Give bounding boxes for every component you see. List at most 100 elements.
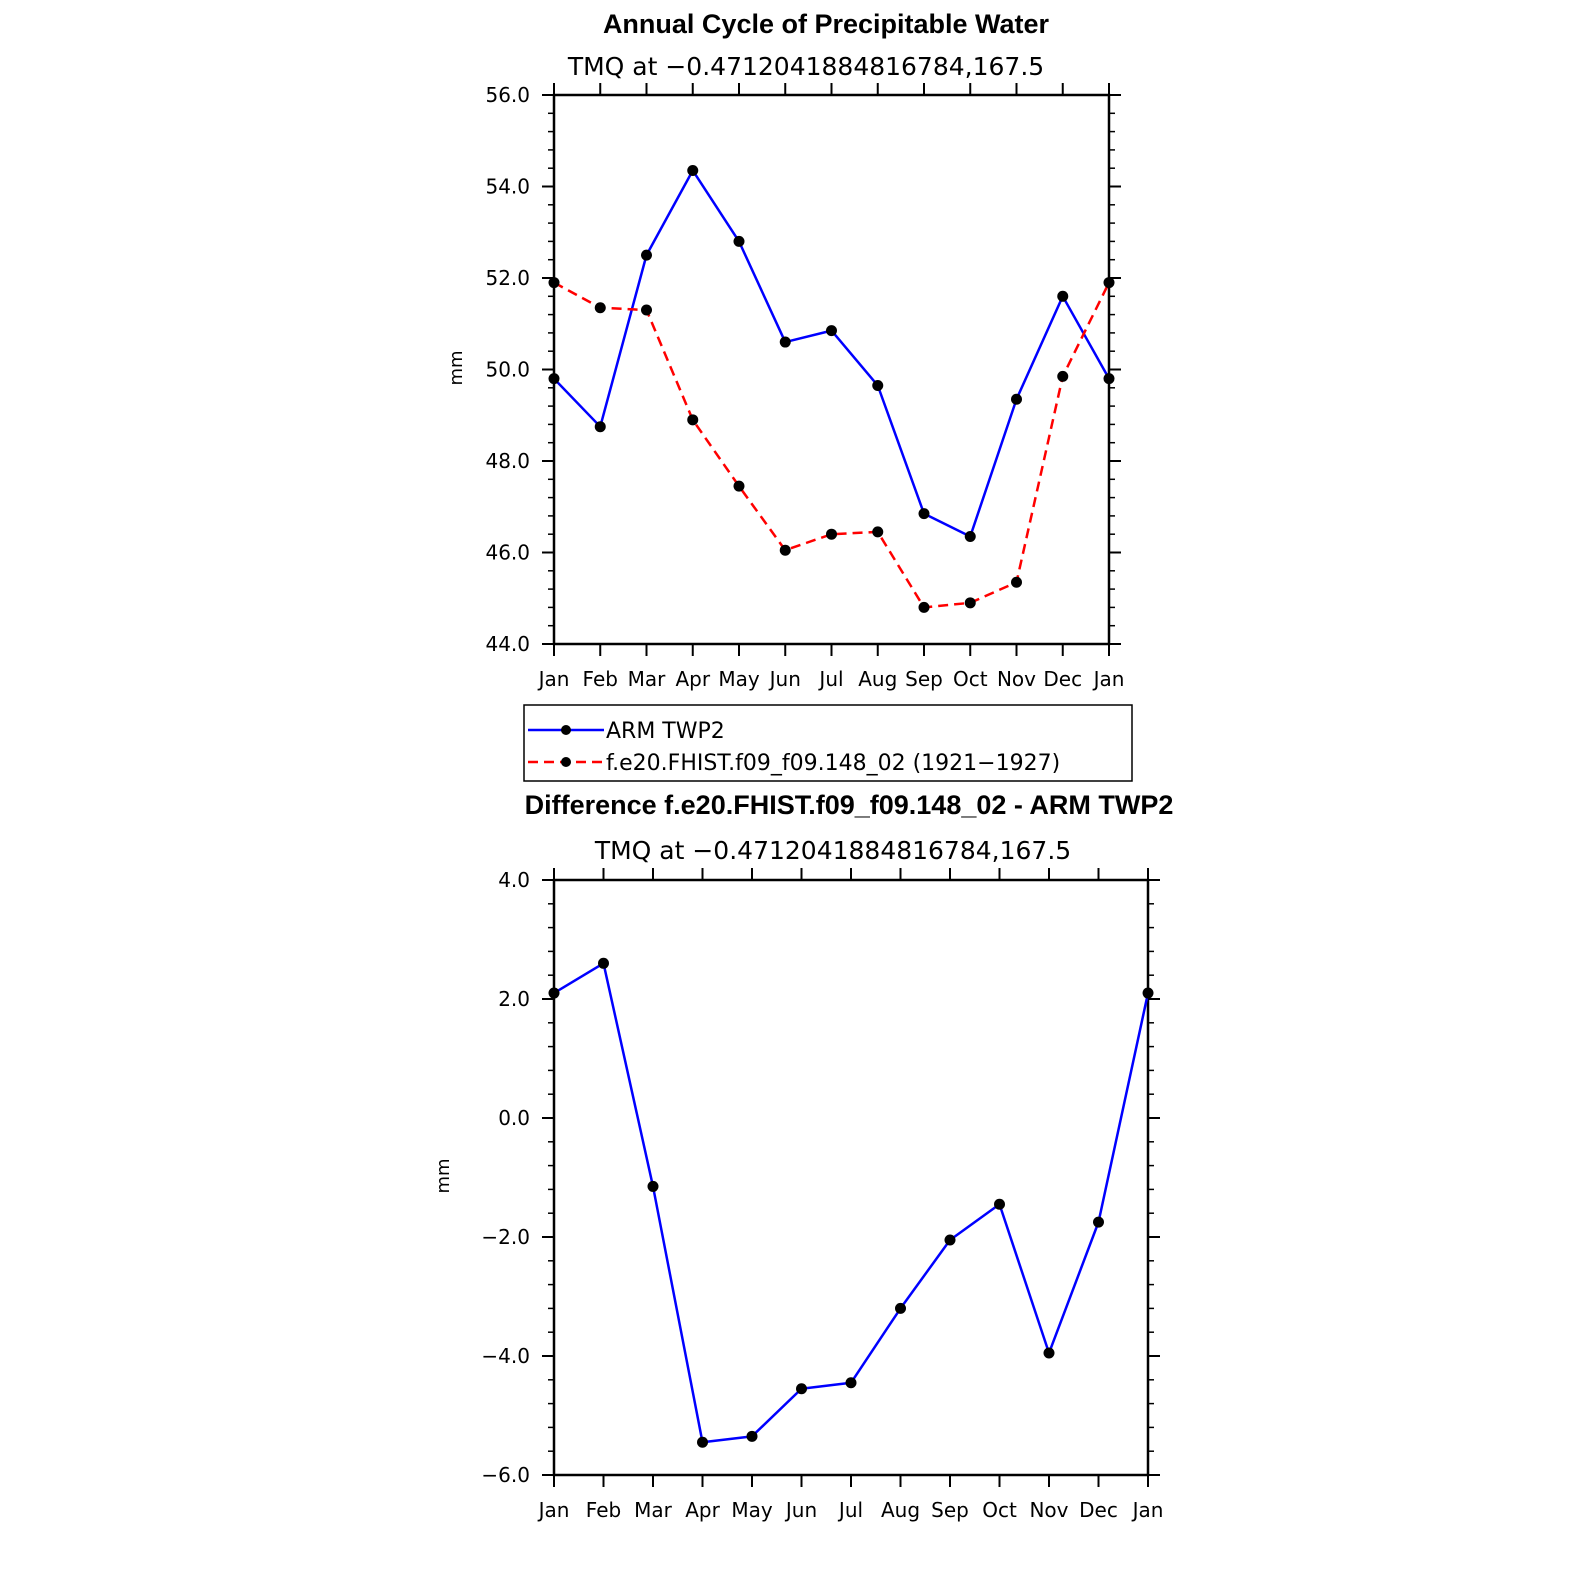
data-point: [733, 480, 745, 492]
y-tick-label: −2.0: [481, 1225, 530, 1249]
data-point: [697, 1436, 708, 1448]
data-point: [687, 164, 699, 176]
legend-item-arm: ARM TWP2: [528, 719, 725, 744]
legend-label-model: f.e20.FHIST.f09_f09.148_02 (1921−1927): [606, 751, 1060, 776]
data-point: [872, 526, 884, 538]
x-tick-label: Dec: [1043, 667, 1082, 691]
data-point: [1043, 1347, 1055, 1359]
y-tick-label: 52.0: [485, 266, 530, 290]
y-tick-label: −6.0: [481, 1463, 530, 1487]
data-point: [779, 336, 791, 348]
data-point: [647, 1180, 659, 1192]
x-tick-label: Jun: [784, 1498, 817, 1522]
chart-title: Difference f.e20.FHIST.f09_f09.148_02 - …: [525, 790, 1174, 820]
data-point: [845, 1377, 857, 1389]
x-tick-label: Oct: [953, 667, 988, 691]
plot-area: −6.0 −4.0 −2.0 0.0 2.0 4.0 Jan Feb Mar Apr May Jun J…: [481, 868, 1163, 1522]
y-tick-label: 44.0: [485, 632, 530, 656]
data-point: [1057, 290, 1069, 302]
x-tick-label: May: [718, 667, 760, 691]
x-tick-label: Mar: [628, 667, 667, 691]
data-point: [1011, 393, 1022, 405]
data-point: [733, 235, 745, 247]
data-point: [1011, 576, 1022, 588]
x-tick-label: Jan: [537, 667, 570, 691]
x-tick-label: Sep: [931, 1498, 969, 1522]
x-tick-label: Apr: [675, 667, 710, 691]
plot-area: 44.0 46.0 48.0 50.0 52.0 54.0 56.0 Jan Feb Mar Apr…: [485, 83, 1124, 691]
x-tick-label: Jul: [817, 667, 843, 691]
data-point: [994, 1198, 1005, 1210]
legend-marker-model: [561, 757, 571, 767]
y-tick-label: 4.0: [498, 868, 530, 892]
chart-subtitle: TMQ at −0.4712041884816784,167.5: [594, 836, 1071, 865]
series-line-0: [553, 962, 1150, 1444]
y-tick-label: 56.0: [485, 83, 530, 107]
data-point: [918, 601, 930, 613]
legend: ARM TWP2 f.e20.FHIST.f09_f09.148_02 (192…: [523, 704, 1133, 782]
data-point: [826, 325, 837, 337]
legend-item-model: f.e20.FHIST.f09_f09.148_02 (1921−1927): [528, 751, 1060, 776]
x-tick-label: May: [731, 1498, 773, 1522]
x-tick-label: Jan: [1131, 1498, 1164, 1522]
data-point: [548, 277, 560, 289]
data-point: [872, 380, 884, 392]
chart-title: Annual Cycle of Precipitable Water: [603, 9, 1050, 39]
data-point: [746, 1430, 758, 1442]
x-tick-label: Feb: [583, 667, 618, 691]
data-point: [918, 508, 930, 520]
data-point: [641, 304, 652, 316]
legend-marker-arm: [561, 725, 571, 735]
x-tick-label: Nov: [997, 667, 1036, 691]
data-point: [598, 957, 609, 969]
data-point: [548, 987, 560, 999]
data-point: [796, 1383, 807, 1395]
data-point: [687, 414, 699, 426]
x-tick-label: Jun: [768, 667, 801, 691]
chart-subtitle: TMQ at −0.4712041884816784,167.5: [567, 52, 1044, 81]
legend-label-arm: ARM TWP2: [606, 719, 725, 744]
x-tick-label: Nov: [1029, 1498, 1068, 1522]
series-line-0: [553, 169, 1111, 538]
difference-chart: Difference f.e20.FHIST.f09_f09.148_02 - …: [433, 790, 1173, 1522]
y-axis-label: mm: [446, 350, 467, 385]
x-tick-label: Apr: [685, 1498, 720, 1522]
data-point: [826, 528, 837, 540]
data-point: [1142, 987, 1154, 999]
data-point: [1057, 370, 1069, 382]
data-point: [1103, 373, 1115, 385]
x-tick-label: Mar: [634, 1498, 673, 1522]
x-tick-label: Jul: [837, 1498, 863, 1522]
legend-box: [523, 704, 1133, 782]
plot-frame: [552, 93, 1111, 646]
x-tick-label: Jan: [1092, 667, 1125, 691]
y-tick-label: 0.0: [498, 1106, 530, 1130]
y-tick-label: 2.0: [498, 987, 530, 1011]
data-point: [964, 597, 976, 609]
data-point: [779, 544, 791, 556]
data-point: [1093, 1216, 1104, 1228]
y-axis-label: mm: [433, 1158, 454, 1193]
x-tick-label: Jan: [537, 1498, 570, 1522]
x-tick-label: Sep: [905, 667, 943, 691]
data-point: [594, 302, 606, 314]
data-point: [1103, 277, 1115, 289]
data-point: [548, 373, 560, 385]
annual-cycle-chart: Annual Cycle of Precipitable Water TMQ a…: [446, 9, 1124, 691]
x-tick-label: Dec: [1079, 1498, 1118, 1522]
y-tick-label: 54.0: [485, 175, 530, 199]
data-point: [964, 530, 976, 542]
y-tick-label: −4.0: [481, 1344, 530, 1368]
y-tick-label: 46.0: [485, 541, 530, 565]
y-tick-label: 48.0: [485, 449, 530, 473]
data-point: [641, 249, 652, 261]
x-tick-label: Oct: [982, 1498, 1017, 1522]
data-point: [944, 1234, 956, 1246]
y-tick-label: 50.0: [485, 358, 530, 382]
data-point: [594, 421, 606, 433]
data-point: [895, 1302, 906, 1314]
x-tick-label: Aug: [858, 667, 897, 691]
x-tick-label: Aug: [881, 1498, 920, 1522]
x-tick-label: Feb: [586, 1498, 621, 1522]
